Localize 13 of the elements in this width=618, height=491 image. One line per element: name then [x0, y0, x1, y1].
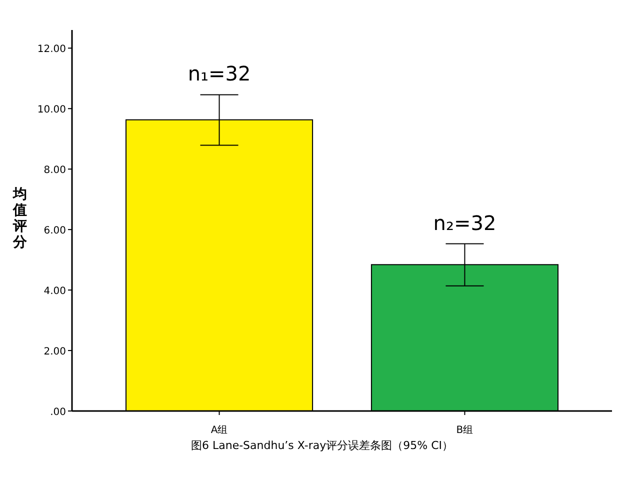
y-tick-label: 6.00 [44, 226, 66, 237]
y-tick-label: 10.00 [37, 104, 66, 116]
y-axis-title: 均值评分 [12, 186, 28, 250]
x-tick-label: A组 [210, 424, 228, 436]
annotation: n₂=32 [433, 210, 496, 235]
y-tick-label: 12.00 [37, 44, 66, 56]
y-tick-label: 4.00 [44, 286, 66, 298]
x-tick-label: B组 [456, 424, 474, 436]
y-tick-label: .00 [50, 407, 66, 418]
y-tick-label: 2.00 [44, 346, 66, 358]
annotation: n₁=32 [188, 62, 251, 86]
y-tick-label: 8.00 [44, 165, 66, 176]
caption: 图6 Lane-Sandhu’s X-ray评分误差条图（95% CI） [190, 439, 454, 452]
